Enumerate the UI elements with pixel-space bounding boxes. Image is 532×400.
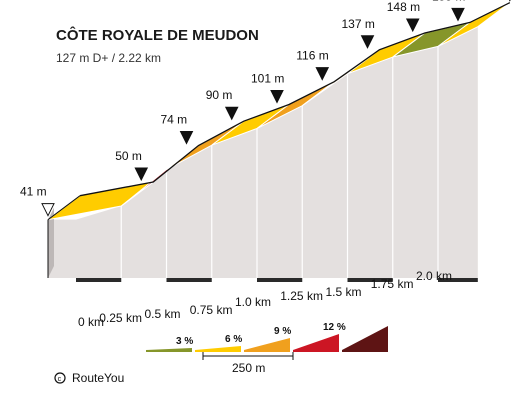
baseline-dash	[347, 278, 393, 282]
distance-label: 1.0 km	[235, 295, 271, 309]
legend-swatch	[244, 338, 290, 352]
elevation-label: 137 m	[342, 17, 375, 31]
distance-label: 0 km	[78, 315, 104, 329]
baseline-dash	[166, 278, 212, 282]
distance-label: 1.25 km	[280, 289, 323, 303]
profile-side-face	[48, 26, 478, 278]
profile-front-edge	[47, 195, 81, 221]
baseline-dash	[257, 278, 303, 282]
copyright: c RouteYou	[54, 371, 124, 385]
legend-group: 3 % 6 % 9 % 12 % 250 m	[146, 322, 388, 375]
legend-swatch	[342, 326, 388, 352]
elevation-marker	[451, 7, 465, 22]
elevation-label: 50 m	[115, 149, 142, 163]
elevation-label: 90 m	[206, 88, 233, 102]
legend-label: 9 %	[274, 326, 291, 337]
legend-swatch	[195, 346, 241, 352]
chart-subtitle: 127 m D+ / 2.22 km	[56, 51, 161, 65]
elevation-marker	[360, 35, 375, 49]
distance-label: 1.5 km	[326, 285, 362, 299]
distance-label: 0.25 km	[99, 311, 142, 325]
elevation-marker	[134, 167, 149, 182]
scale-bar-label: 250 m	[232, 361, 265, 375]
profile-ridge-line	[79, 2, 511, 197]
copyright-icon	[54, 372, 66, 384]
legend-label: 12 %	[323, 322, 346, 333]
elevation-marker	[179, 131, 194, 145]
distance-label: 0.5 km	[145, 307, 181, 321]
elevation-marker	[405, 18, 420, 33]
profile-group	[47, 2, 511, 284]
elevation-label: 148 m	[387, 0, 420, 14]
copyright-c: c	[58, 376, 62, 383]
chart-title: CÔTE ROYALE DE MEUDON	[56, 26, 259, 44]
baseline-dash	[76, 278, 122, 282]
elevation-label: 155 m	[432, 0, 465, 3]
distance-label: 2.0 km	[416, 269, 452, 283]
elevation-label: 41 m	[20, 185, 47, 199]
elevation-label: 116 m	[296, 49, 328, 63]
elevation-label: 74 m	[161, 113, 188, 127]
elevation-marker-open	[508, 0, 511, 2]
legend-label: 6 %	[225, 334, 242, 345]
legend-swatch	[146, 348, 192, 352]
baseline-dash	[438, 278, 478, 282]
legend-label: 3 %	[176, 336, 193, 347]
labels-group: 41 m 50 m 74 m 90 m 101 m 116 m 137 m 148 m 155 …	[20, 0, 511, 329]
elevation-marker	[224, 106, 239, 121]
elevation-marker	[270, 89, 284, 104]
elevation-label: 101 m	[251, 71, 284, 85]
legend-swatch	[293, 334, 339, 352]
profile-start-bevel	[48, 207, 54, 278]
elevation-marker	[315, 67, 330, 81]
credit-text: RouteYou	[72, 371, 124, 385]
elevation-marker-open	[41, 203, 55, 217]
distance-label: 1.75 km	[371, 277, 414, 291]
distance-label: 0.75 km	[190, 303, 233, 317]
